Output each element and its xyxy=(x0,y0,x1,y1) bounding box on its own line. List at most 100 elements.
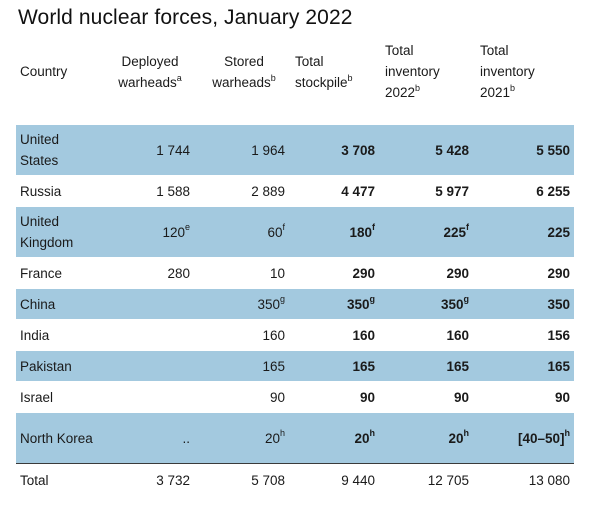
cell-inventory-2021: 165 xyxy=(474,350,574,382)
table-row: Russia 1 588 2 889 4 477 5 977 6 255 xyxy=(16,175,574,207)
header-inv2022-line3: 2022b xyxy=(385,82,440,103)
header-inv2022-line2: inventory xyxy=(385,64,440,79)
cell-inventory-2022: 5 977 xyxy=(380,175,474,207)
header-inv2021-line3: 2021b xyxy=(480,82,535,103)
inv2022-value: 5 977 xyxy=(435,183,469,199)
inv2021-note: h xyxy=(564,428,571,438)
header-deployed-line2: warheadsa xyxy=(115,72,185,93)
header-stored-line1: Stored xyxy=(224,54,264,69)
header-deployed: Deployed warheadsa xyxy=(115,51,185,93)
cell-deployed: .. xyxy=(98,412,195,464)
stored-value: 2 889 xyxy=(251,183,285,199)
cell-stockpile: 20h xyxy=(290,412,380,464)
table-row: Israel 90 90 90 90 xyxy=(16,381,574,413)
total-label: Total xyxy=(16,463,98,495)
cell-inventory-2021: 290 xyxy=(474,257,574,289)
table-row: United Kingdom 120e 60f 180f 225f 225 xyxy=(16,206,574,258)
inv2021-value: 290 xyxy=(547,265,570,281)
cell-country: India xyxy=(16,319,98,351)
deployed-value: 1 744 xyxy=(156,142,190,158)
inv2021-value: [40–50] xyxy=(517,430,565,446)
cell-stockpile: 90 xyxy=(290,381,380,413)
cell-stored: 20h xyxy=(195,412,290,464)
cell-country: Russia xyxy=(16,175,98,207)
inv2022-value: 290 xyxy=(446,265,469,281)
inv2021-value: 156 xyxy=(547,327,570,343)
stockpile-note: f xyxy=(372,222,375,232)
total-divider xyxy=(16,463,574,464)
stored-note: g xyxy=(279,294,285,304)
stockpile-value: 160 xyxy=(352,327,375,343)
header-inv2021-line2: inventory xyxy=(480,64,535,79)
cell-inventory-2021: [40–50]h xyxy=(474,412,574,464)
cell-stored: 165 xyxy=(195,350,290,382)
cell-country: North Korea xyxy=(16,412,98,464)
header-inventory-2022: Total inventory 2022b xyxy=(385,40,440,103)
header-stockpile-line1: Total xyxy=(295,54,324,69)
total-inventory-2022: 12 705 xyxy=(380,463,474,495)
stored-note: f xyxy=(282,222,285,232)
cell-stockpile: 290 xyxy=(290,257,380,289)
cell-stored: 160 xyxy=(195,319,290,351)
stored-note: h xyxy=(279,428,285,438)
header-inv2021-line1: Total xyxy=(480,43,509,58)
inv2022-value: 350 xyxy=(440,296,464,312)
cell-inventory-2022: 290 xyxy=(380,257,474,289)
inv2022-value: 20 xyxy=(448,430,464,446)
deployed-value: 120 xyxy=(162,224,185,240)
cell-stockpile: 165 xyxy=(290,350,380,382)
cell-country: Pakistan xyxy=(16,350,98,382)
cell-stockpile: 180f xyxy=(290,206,380,258)
cell-inventory-2021: 225 xyxy=(474,206,574,258)
inv2022-value: 90 xyxy=(453,389,469,405)
stockpile-note: h xyxy=(369,428,376,438)
stored-value: 160 xyxy=(262,327,285,343)
cell-inventory-2022: 225f xyxy=(380,206,474,258)
inv2021-value: 90 xyxy=(554,389,570,405)
cell-deployed: 120e xyxy=(98,206,195,258)
header-stockpile-line2: stockpileb xyxy=(295,72,353,93)
header-inv2022-note: b xyxy=(415,82,421,93)
stored-value: 60 xyxy=(267,224,283,240)
cell-inventory-2021: 5 550 xyxy=(474,125,574,176)
cell-stored: 90 xyxy=(195,381,290,413)
inv2022-note: g xyxy=(463,294,470,304)
header-stored: Stored warheadsb xyxy=(209,51,279,93)
cell-stockpile: 160 xyxy=(290,319,380,351)
stored-value: 10 xyxy=(269,265,285,281)
stockpile-value: 4 477 xyxy=(341,183,375,199)
inv2021-value: 225 xyxy=(547,224,570,240)
stockpile-value: 350 xyxy=(346,296,370,312)
inv2021-value: 6 255 xyxy=(536,183,570,199)
inv2021-value: 5 550 xyxy=(536,142,570,158)
header-inv2021-note: b xyxy=(510,82,516,93)
cell-country: China xyxy=(16,288,98,320)
cell-deployed xyxy=(98,381,195,413)
cell-stockpile: 350g xyxy=(290,288,380,320)
deployed-value: .. xyxy=(182,430,190,446)
deployed-value: 1 588 xyxy=(156,183,190,199)
cell-stored: 2 889 xyxy=(195,175,290,207)
cell-stored: 350g xyxy=(195,288,290,320)
stockpile-value: 20 xyxy=(354,430,370,446)
stockpile-value: 165 xyxy=(352,358,375,374)
stockpile-value: 290 xyxy=(352,265,375,281)
header-country-label: Country xyxy=(20,64,68,79)
inv2021-value: 165 xyxy=(547,358,570,374)
table-body: United States 1 744 1 964 3 708 5 428 5 … xyxy=(16,125,574,495)
cell-inventory-2022: 160 xyxy=(380,319,474,351)
stored-value: 350 xyxy=(257,296,280,312)
inv2021-value: 350 xyxy=(547,296,570,312)
cell-inventory-2021: 6 255 xyxy=(474,175,574,207)
cell-stored: 10 xyxy=(195,257,290,289)
stored-value: 1 964 xyxy=(251,142,285,158)
cell-deployed: 280 xyxy=(98,257,195,289)
cell-inventory-2021: 90 xyxy=(474,381,574,413)
stockpile-value: 180 xyxy=(349,224,372,240)
table-row: China 350g 350g 350g 350 xyxy=(16,288,574,320)
cell-stored: 1 964 xyxy=(195,125,290,176)
table-row: India 160 160 160 156 xyxy=(16,319,574,351)
header-inv2022-year: 2022 xyxy=(385,85,416,100)
header-country: Country xyxy=(20,61,67,82)
